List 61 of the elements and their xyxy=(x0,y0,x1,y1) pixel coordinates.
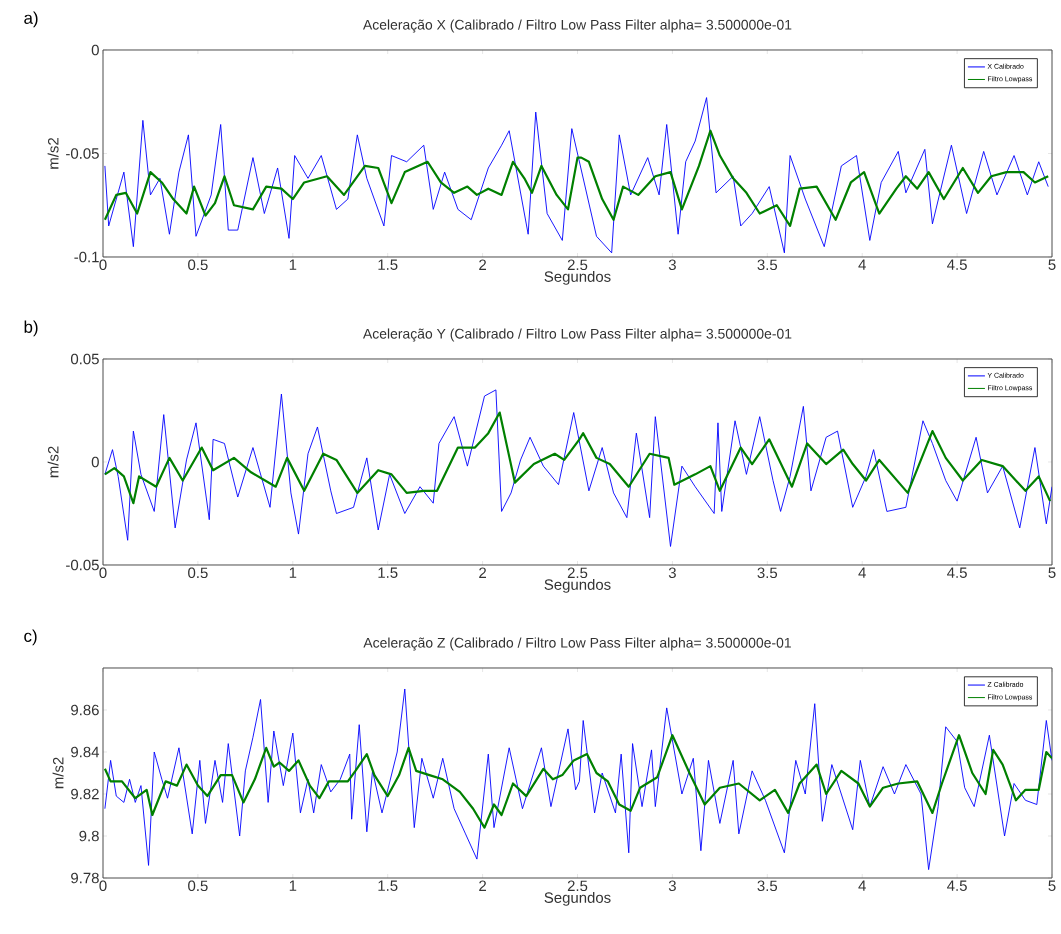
line-series xyxy=(104,688,1053,871)
x-tick-label: 3.5 xyxy=(757,567,778,579)
x-tick-label: 5 xyxy=(1048,880,1056,891)
x-tick-label: 2 xyxy=(479,259,487,270)
line-series xyxy=(103,734,1053,829)
y-tick-label: 9.84 xyxy=(71,746,100,758)
y-tick-label: 0.05 xyxy=(70,353,99,365)
x-tick-label: 5 xyxy=(1048,259,1056,270)
y-tick-label: 9.8 xyxy=(79,830,99,842)
x-tick-label: 4.5 xyxy=(947,259,967,270)
x-tick-label: 3.5 xyxy=(757,259,778,271)
x-tick-label: 1 xyxy=(289,259,297,270)
x-tick-label: 0.5 xyxy=(188,259,208,271)
y-tick-label: 0 xyxy=(91,44,99,56)
x-tick-label: 1.5 xyxy=(378,880,398,891)
x-axis-title: Segundos xyxy=(544,891,611,906)
x-tick-label: 0 xyxy=(99,880,107,892)
x-tick-label: 3.5 xyxy=(757,880,778,892)
line-series xyxy=(103,411,1052,505)
x-tick-label: 1 xyxy=(289,880,297,891)
y-axis-title: m/s2 xyxy=(52,757,64,789)
y-axis-title: m/s2 xyxy=(47,446,59,478)
x-tick-label: 0.5 xyxy=(188,880,208,892)
x-tick-label: 4 xyxy=(858,259,866,270)
x-tick-label: 2.5 xyxy=(567,567,588,579)
y-tick-label: -0.05 xyxy=(66,148,99,159)
x-tick-label: 0 xyxy=(99,567,107,579)
text: a) xyxy=(24,11,38,28)
x-tick-label: 2.5 xyxy=(567,259,588,271)
x-tick-label: 3 xyxy=(668,259,676,271)
x-tick-label: 1.5 xyxy=(378,259,398,270)
x-tick-label: 2 xyxy=(479,567,487,578)
x-tick-label: 4 xyxy=(858,880,866,891)
x-axis-title: Segundos xyxy=(544,270,611,285)
x-tick-label: 3 xyxy=(668,880,676,892)
x-tick-label: 0 xyxy=(99,259,107,271)
x-tick-label: 4.5 xyxy=(947,880,967,891)
chart-title: Aceleração X (Calibrado / Filtro Low Pass Filter alpha= 3.500000e-01 xyxy=(362,19,792,33)
y-tick-label: 9.78 xyxy=(71,872,99,884)
x-tick-label: 0.5 xyxy=(188,567,208,579)
x-tick-label: 4.5 xyxy=(947,567,967,578)
line-series xyxy=(103,129,1050,228)
x-tick-label: 1 xyxy=(289,567,297,578)
y-tick-label: 0 xyxy=(91,456,99,468)
text: c) xyxy=(24,629,37,646)
y-tick-label: 9.82 xyxy=(71,788,99,800)
x-tick-label: 2 xyxy=(479,880,487,891)
y-tick-label: -0.05 xyxy=(66,559,99,571)
x-axis-title: Segundos xyxy=(544,578,611,593)
x-tick-label: 2.5 xyxy=(567,880,588,892)
x-tick-label: 3 xyxy=(668,567,676,579)
x-tick-label: 4 xyxy=(858,567,866,578)
chart-title: Aceleração Z (Calibrado / Filtro Low Pass Filter alpha= 3.500000e-01 xyxy=(363,637,791,651)
line-series xyxy=(104,97,1049,254)
x-tick-label: 5 xyxy=(1048,567,1056,578)
y-axis-title: m/s2 xyxy=(47,138,59,169)
chart-title: Aceleração Y (Calibrado / Filtro Low Pass Filter alpha= 3.500000e-01 xyxy=(362,328,792,342)
x-tick-label: 1.5 xyxy=(378,567,398,578)
y-tick-label: 9.86 xyxy=(71,704,99,716)
text: b) xyxy=(24,320,38,337)
y-tick-label: -0.1 xyxy=(74,251,99,263)
